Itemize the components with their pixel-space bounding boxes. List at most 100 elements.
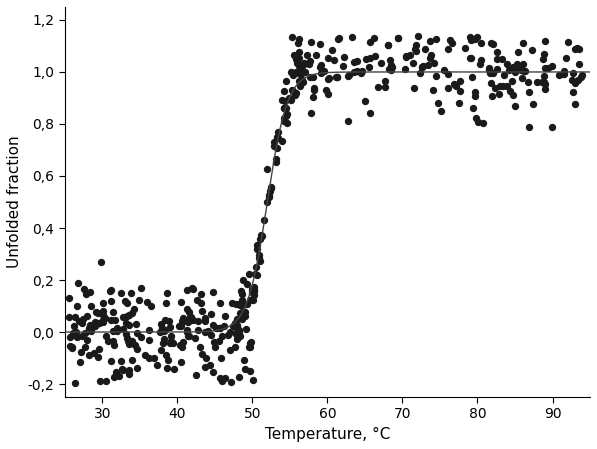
Point <box>76 358 85 365</box>
Point <box>279 105 289 112</box>
Point <box>456 87 465 94</box>
Point <box>197 351 207 358</box>
Point <box>466 54 476 62</box>
Point <box>220 313 230 320</box>
Point <box>181 317 190 325</box>
Point <box>315 40 325 48</box>
Point <box>116 357 126 365</box>
Point <box>316 69 325 76</box>
Point <box>75 317 84 324</box>
Point <box>112 325 122 332</box>
Point <box>165 340 175 347</box>
Point <box>200 363 210 370</box>
Point <box>64 313 74 321</box>
Point <box>64 294 74 301</box>
Point <box>574 60 583 67</box>
Point <box>176 323 186 330</box>
Point <box>418 62 428 70</box>
Point <box>208 321 218 328</box>
Point <box>232 336 242 343</box>
Point <box>124 337 133 344</box>
Point <box>334 35 344 42</box>
Point <box>309 74 318 81</box>
Point <box>332 73 341 80</box>
Point <box>287 86 297 93</box>
Point <box>241 313 250 320</box>
Point <box>304 61 313 68</box>
Point <box>316 62 326 69</box>
Point <box>90 322 99 329</box>
Point <box>124 340 133 348</box>
Point <box>182 329 192 336</box>
Point <box>207 311 216 318</box>
Point <box>118 325 128 332</box>
Point <box>216 324 225 331</box>
Point <box>381 77 390 84</box>
Point <box>86 302 96 309</box>
Point <box>122 313 131 320</box>
Point <box>290 52 299 59</box>
Point <box>420 45 430 53</box>
Point <box>242 325 251 332</box>
Point <box>291 89 300 97</box>
Point <box>73 279 83 286</box>
Point <box>338 62 348 70</box>
Point <box>518 40 528 47</box>
Point <box>149 355 159 362</box>
Point <box>272 133 282 140</box>
Point <box>94 346 103 353</box>
Point <box>476 56 486 63</box>
Point <box>573 44 582 52</box>
Point <box>168 339 177 346</box>
Point <box>356 70 365 77</box>
Point <box>193 317 203 325</box>
Point <box>271 155 281 163</box>
Point <box>78 333 87 340</box>
Point <box>144 336 153 343</box>
Point <box>157 325 167 332</box>
Point <box>324 91 333 98</box>
Point <box>570 101 580 108</box>
Point <box>343 118 353 125</box>
Point <box>96 258 106 265</box>
Point <box>299 60 309 67</box>
Point <box>167 338 176 345</box>
Point <box>512 61 522 68</box>
Point <box>433 100 443 107</box>
Point <box>159 335 169 343</box>
Point <box>101 377 110 384</box>
Point <box>349 69 359 76</box>
Point <box>520 68 530 75</box>
Point <box>538 56 547 63</box>
Point <box>118 366 128 374</box>
Point <box>161 299 171 307</box>
Point <box>69 330 78 337</box>
Point <box>478 119 487 127</box>
Point <box>79 285 89 292</box>
Point <box>188 316 198 323</box>
Point <box>65 342 75 349</box>
Point <box>103 337 113 344</box>
Point <box>109 342 119 349</box>
Point <box>466 34 475 41</box>
Point <box>245 339 255 347</box>
Point <box>573 76 583 84</box>
Point <box>499 71 509 79</box>
Point <box>131 321 140 328</box>
Point <box>303 52 312 59</box>
Point <box>361 97 370 104</box>
Point <box>344 71 353 79</box>
Point <box>352 68 361 75</box>
Point <box>503 61 512 68</box>
Point <box>472 34 482 41</box>
Point <box>448 40 457 47</box>
Point <box>280 98 290 105</box>
Point <box>227 299 237 306</box>
Point <box>333 36 343 43</box>
Point <box>288 71 298 78</box>
Point <box>568 88 578 95</box>
Point <box>559 68 569 75</box>
Point <box>100 315 110 322</box>
Point <box>216 375 225 382</box>
Point <box>488 70 498 77</box>
